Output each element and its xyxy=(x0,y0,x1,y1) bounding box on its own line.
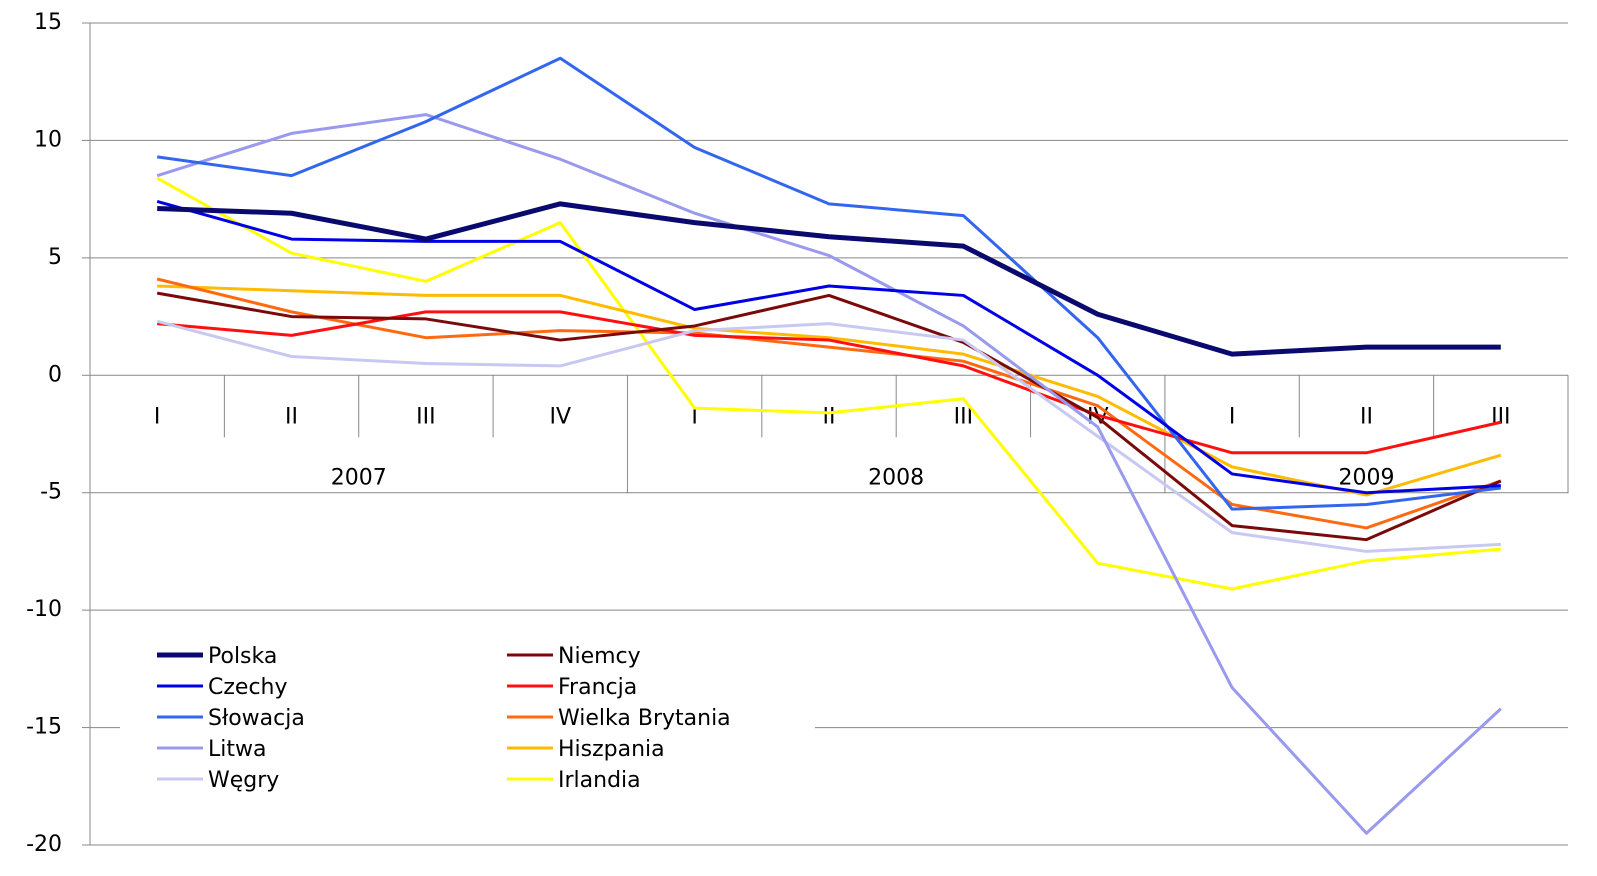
x-tick-label: II xyxy=(1360,404,1373,429)
x-tick-label: I xyxy=(154,404,161,429)
x-group-label: 2007 xyxy=(331,465,387,490)
x-group-label: 2009 xyxy=(1338,465,1394,490)
y-tick-label: 5 xyxy=(48,245,62,270)
y-tick-label: -15 xyxy=(26,715,62,740)
series-line xyxy=(156,291,1502,542)
legend-label: Wielka Brytania xyxy=(558,706,731,731)
series-line xyxy=(156,176,1501,591)
legend-label: Niemcy xyxy=(558,644,641,669)
x-tick-label: I xyxy=(1229,404,1236,429)
x-tick-label: IV xyxy=(549,404,571,429)
series-line xyxy=(156,319,1501,553)
legend-box xyxy=(120,632,815,797)
series-line xyxy=(156,113,1502,835)
y-tick-label: -5 xyxy=(40,480,62,505)
x-tick-label: III xyxy=(1491,404,1510,429)
y-tick-label: 15 xyxy=(34,10,62,35)
x-tick-label: III xyxy=(954,404,973,429)
series-line xyxy=(157,310,1502,455)
legend-label: Słowacja xyxy=(208,706,305,731)
x-tick-label: I xyxy=(691,404,698,429)
legend-label: Czechy xyxy=(208,675,288,700)
legend-label: Węgry xyxy=(208,768,279,793)
legend-label: Irlandia xyxy=(558,768,641,793)
series-line xyxy=(156,277,1502,530)
x-group-label: 2008 xyxy=(868,465,924,490)
legend-label: Litwa xyxy=(208,737,266,762)
legend-label: Polska xyxy=(208,644,277,669)
series-line xyxy=(157,201,1501,357)
legend-label: Francja xyxy=(558,675,637,700)
x-tick-label: II xyxy=(823,404,836,429)
y-tick-label: 10 xyxy=(34,127,62,152)
y-tick-label: 0 xyxy=(48,362,62,387)
y-tick-label: -10 xyxy=(26,597,62,622)
series-line xyxy=(157,284,1502,497)
y-tick-label: -20 xyxy=(26,832,62,857)
legend-label: Hiszpania xyxy=(558,737,665,762)
series-line xyxy=(156,200,1501,495)
series-line xyxy=(156,56,1502,511)
x-tick-label: II xyxy=(285,404,298,429)
x-tick-label: III xyxy=(416,404,435,429)
